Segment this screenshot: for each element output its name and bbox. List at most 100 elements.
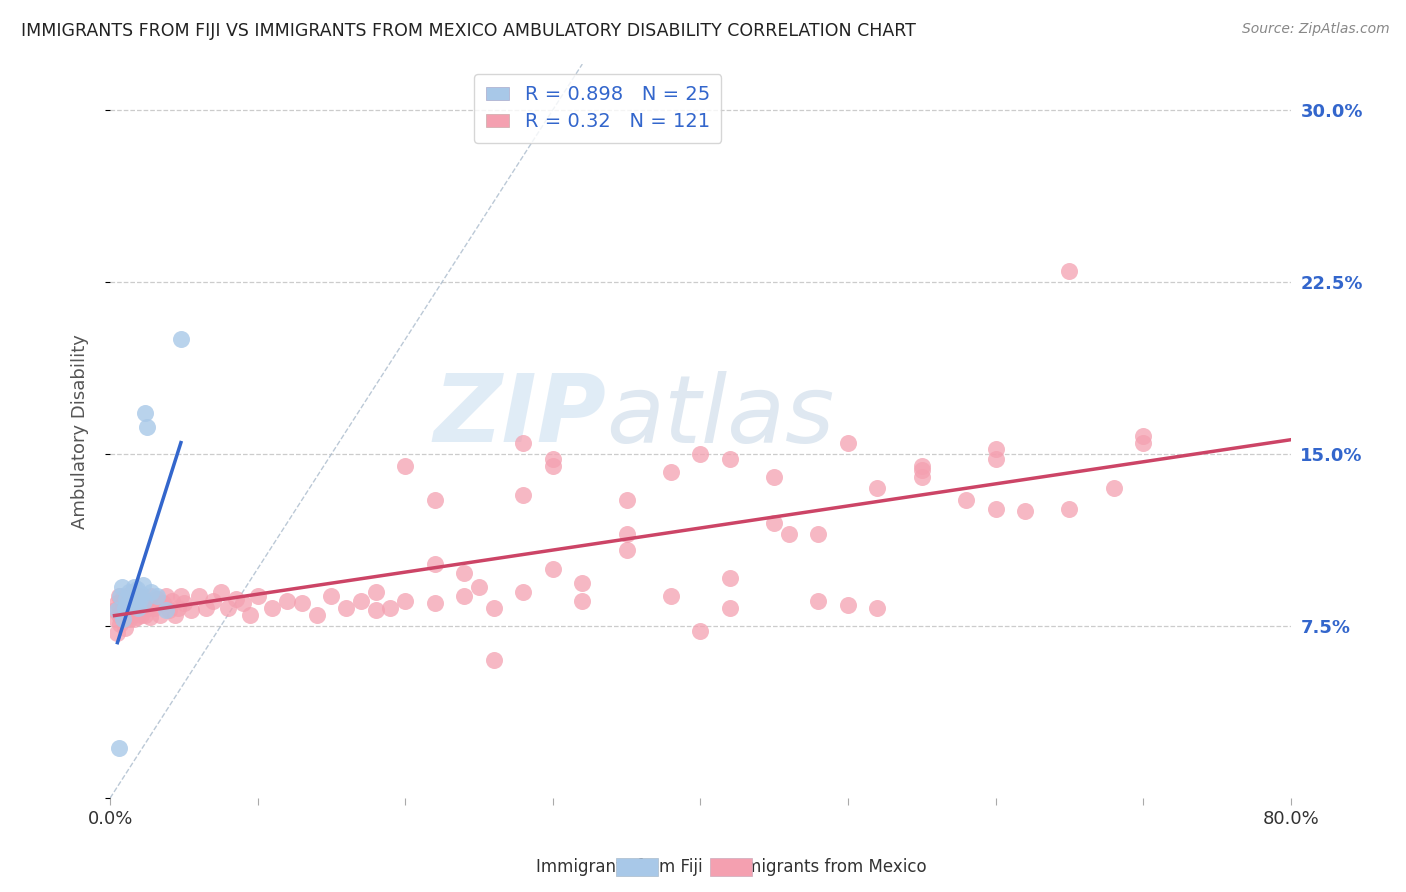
Point [807, 594, 830, 608]
Point [763, 470, 786, 484]
Point [276, 594, 298, 608]
Point [107, 603, 129, 617]
Point [127, 600, 149, 615]
Point [160, 594, 183, 608]
Point [112, 612, 135, 626]
Point [187, 589, 209, 603]
Point [111, 605, 134, 619]
Point [380, 600, 402, 615]
Point [616, 492, 638, 507]
Point [541, 458, 564, 473]
Point [149, 607, 172, 622]
Point [104, 612, 127, 626]
Point [129, 587, 152, 601]
Point [134, 406, 156, 420]
Point [155, 589, 177, 603]
Point [571, 575, 593, 590]
Point [121, 589, 143, 603]
Point [482, 600, 505, 615]
Point [122, 580, 145, 594]
Point [107, 596, 129, 610]
Point [616, 543, 638, 558]
Point [659, 466, 682, 480]
Point [246, 589, 269, 603]
Point [512, 435, 534, 450]
Point [423, 557, 446, 571]
Point [125, 610, 148, 624]
Point [132, 600, 155, 615]
Point [110, 616, 132, 631]
Point [202, 594, 225, 608]
Point [239, 607, 262, 622]
Point [167, 600, 190, 615]
Point [394, 458, 416, 473]
Point [453, 566, 475, 581]
Point [124, 603, 146, 617]
Point [110, 589, 132, 603]
Text: ZIP: ZIP [433, 370, 606, 462]
Point [128, 589, 150, 603]
Point [131, 578, 153, 592]
Point [157, 603, 180, 617]
Point [170, 332, 193, 346]
Text: atlas: atlas [606, 371, 834, 462]
Point [217, 600, 239, 615]
Point [122, 596, 145, 610]
Point [114, 621, 136, 635]
Point [120, 607, 142, 622]
Point [1102, 482, 1125, 496]
Point [350, 594, 373, 608]
Point [305, 607, 328, 622]
Point [155, 603, 177, 617]
Point [1059, 263, 1081, 277]
Point [111, 580, 134, 594]
Point [146, 591, 169, 606]
Point [118, 600, 141, 615]
Point [121, 584, 143, 599]
Point [571, 594, 593, 608]
Point [866, 482, 889, 496]
Point [866, 600, 889, 615]
Point [125, 582, 148, 597]
Point [132, 594, 155, 608]
Point [146, 589, 169, 603]
Point [107, 626, 129, 640]
Point [136, 594, 159, 608]
Point [364, 584, 387, 599]
Point [124, 594, 146, 608]
Point [139, 610, 162, 624]
Point [141, 584, 163, 599]
Point [837, 435, 859, 450]
Point [108, 740, 131, 755]
Point [453, 589, 475, 603]
Point [117, 596, 139, 610]
Point [131, 594, 153, 608]
Point [423, 492, 446, 507]
Point [482, 653, 505, 667]
Point [807, 527, 830, 541]
Point [468, 580, 491, 594]
Point [115, 591, 138, 606]
Point [689, 624, 711, 638]
Point [232, 596, 254, 610]
Point [541, 451, 564, 466]
Point [659, 589, 682, 603]
Point [134, 607, 156, 622]
Point [291, 596, 314, 610]
Point [763, 516, 786, 530]
Point [121, 600, 143, 615]
Point [1132, 428, 1154, 442]
Point [112, 610, 135, 624]
Point [117, 607, 139, 622]
Text: IMMIGRANTS FROM FIJI VS IMMIGRANTS FROM MEXICO AMBULATORY DISABILITY CORRELATION: IMMIGRANTS FROM FIJI VS IMMIGRANTS FROM … [21, 22, 915, 40]
Point [118, 584, 141, 599]
Point [115, 589, 138, 603]
Point [143, 600, 166, 615]
Point [120, 594, 142, 608]
Text: Immigrants from Fiji: Immigrants from Fiji [536, 858, 703, 876]
Point [718, 571, 741, 585]
Point [984, 502, 1007, 516]
Point [718, 451, 741, 466]
Point [225, 591, 247, 606]
Point [394, 594, 416, 608]
